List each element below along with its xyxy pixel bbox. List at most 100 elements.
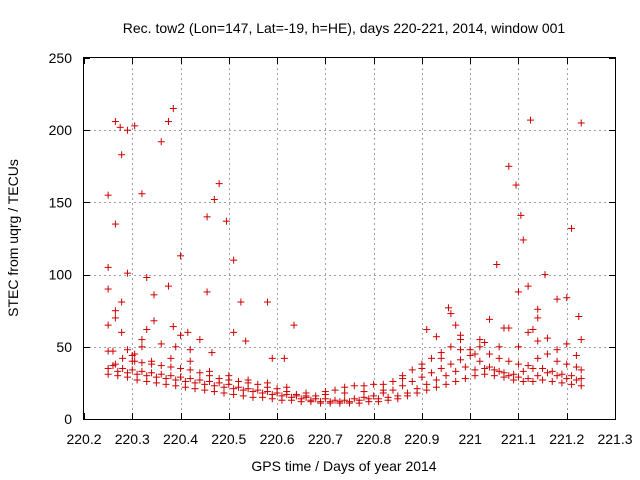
x-axis-ticks: 220.2 220.3 220.4 220.5 220.6 220.7 220.8 220.9… — [66, 58, 633, 447]
data-point — [220, 383, 228, 391]
data-point — [413, 385, 421, 393]
data-point — [461, 363, 469, 371]
data-point — [370, 380, 378, 388]
data-point — [148, 369, 156, 377]
data-point — [196, 336, 204, 344]
x-tick-label: 221.3 — [597, 431, 632, 447]
data-point — [186, 357, 194, 365]
data-point — [331, 386, 339, 394]
data-point — [242, 337, 250, 345]
data-point — [119, 364, 127, 372]
y-tick-label: 250 — [49, 50, 73, 66]
data-point — [215, 180, 223, 188]
data-point — [527, 116, 535, 124]
data-point — [118, 151, 126, 159]
data-point — [312, 392, 320, 400]
data-point — [254, 380, 262, 388]
y-axis-label: STEC from uqrg / TECUs — [5, 159, 21, 317]
data-point — [263, 379, 271, 387]
data-point — [164, 118, 172, 126]
data-point — [577, 336, 585, 344]
data-point — [568, 380, 576, 388]
data-point — [476, 357, 484, 365]
data-point — [104, 285, 112, 293]
data-point — [268, 354, 276, 362]
data-point — [505, 357, 513, 365]
data-point — [138, 190, 146, 198]
data-point — [519, 236, 527, 244]
data-point — [563, 375, 571, 383]
data-point — [428, 369, 436, 377]
data-point — [553, 357, 561, 365]
data-point — [297, 395, 305, 403]
data-point — [321, 388, 329, 396]
data-point — [524, 375, 532, 383]
data-point — [384, 393, 392, 401]
data-point — [568, 224, 576, 232]
data-point — [169, 105, 177, 113]
data-point — [128, 366, 136, 374]
data-point — [365, 395, 373, 403]
data-point — [572, 376, 580, 384]
data-point — [452, 377, 460, 385]
data-point — [138, 359, 146, 367]
data-point — [529, 377, 537, 385]
data-point — [114, 367, 122, 375]
data-point — [524, 282, 532, 290]
data-point — [539, 364, 547, 372]
data-point — [104, 263, 112, 271]
data-point — [118, 328, 126, 336]
data-point — [432, 383, 440, 391]
data-point — [374, 395, 382, 403]
data-point — [444, 304, 452, 312]
data-point — [493, 260, 501, 268]
data-point — [123, 126, 131, 134]
y-axis-ticks: 0 50 100 150 200 250 — [49, 50, 615, 427]
data-point — [239, 386, 247, 394]
x-tick-label: 220.5 — [211, 431, 246, 447]
data-point — [529, 364, 537, 372]
data-point — [524, 328, 532, 336]
x-axis-label: GPS time / Days of year 2014 — [251, 458, 436, 474]
data-point — [558, 370, 566, 378]
data-point — [244, 376, 252, 384]
x-tick-label: 220.8 — [356, 431, 391, 447]
data-point — [111, 307, 119, 315]
data-point — [341, 389, 349, 397]
data-point — [512, 181, 520, 189]
x-tick-label: 220.4 — [163, 431, 198, 447]
data-point — [476, 336, 484, 344]
data-point — [133, 370, 141, 378]
data-point — [203, 213, 211, 221]
data-point — [437, 354, 445, 362]
data-point — [399, 375, 407, 383]
data-point — [534, 354, 542, 362]
data-point — [210, 196, 218, 204]
data-point — [234, 377, 242, 385]
x-tick-label: 220.9 — [404, 431, 439, 447]
data-point — [350, 382, 358, 390]
y-tick-label: 50 — [56, 339, 72, 355]
data-point — [517, 211, 525, 219]
y-tick-label: 200 — [49, 122, 73, 138]
data-point — [196, 376, 204, 384]
data-point — [389, 386, 397, 394]
data-point — [196, 369, 204, 377]
data-point — [138, 343, 146, 351]
data-point — [495, 367, 503, 375]
data-point — [360, 388, 368, 396]
x-tick-label: 221 — [459, 431, 483, 447]
data-point — [177, 373, 185, 381]
data-point — [514, 288, 522, 296]
data-point — [167, 363, 175, 371]
x-tick-label: 220.3 — [115, 431, 150, 447]
data-point — [116, 123, 124, 131]
data-point — [268, 390, 276, 398]
grid — [84, 58, 615, 419]
data-point — [418, 364, 426, 372]
data-point — [237, 298, 245, 306]
data-point — [288, 393, 296, 401]
y-tick-label: 0 — [64, 411, 72, 427]
data-point — [399, 382, 407, 390]
plot-frame — [83, 57, 616, 420]
